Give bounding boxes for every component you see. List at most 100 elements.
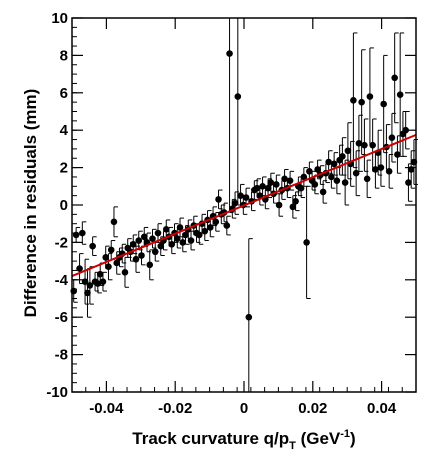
data-point	[333, 177, 341, 184]
data-point	[195, 231, 203, 239]
y-tick-label: 6	[60, 85, 68, 102]
y-tick-label: 4	[60, 122, 69, 139]
x-axis-title-main: Track curvature q/p	[132, 429, 289, 448]
x-tick-label: 0.04	[367, 400, 397, 417]
data-point	[330, 160, 338, 168]
data-point	[107, 246, 115, 254]
data-point	[138, 252, 145, 259]
x-axis-title: Track curvature q/pT (GeV-1)	[132, 428, 355, 452]
data-point	[79, 229, 86, 237]
data-point	[292, 197, 299, 205]
data-point	[388, 134, 396, 141]
y-tick-label: -4	[55, 272, 69, 289]
data-point	[275, 201, 283, 209]
y-tick-label: -6	[55, 309, 68, 326]
y-tick-label: -8	[55, 347, 68, 364]
y-tick-label: -2	[55, 234, 68, 251]
data-point	[173, 235, 181, 242]
data-point	[385, 168, 393, 175]
data-point	[328, 173, 335, 181]
data-point	[377, 164, 385, 171]
data-point	[182, 231, 189, 239]
data-point	[154, 229, 162, 237]
tick-labels: -0.04 -0.02 0 0.02 0.04 -10 -8 -6 -4 -2 0 2 4 6 8 10	[46, 10, 397, 417]
data-point	[121, 269, 129, 276]
data-point	[391, 74, 398, 82]
data-point	[162, 226, 170, 233]
data-point	[76, 265, 83, 272]
fit-line	[71, 133, 417, 277]
data-point	[341, 179, 349, 186]
data-point	[361, 141, 368, 149]
x-axis-title-unit-close: )	[350, 429, 356, 448]
x-tick-label: -0.04	[89, 400, 124, 417]
data-point	[405, 179, 412, 186]
data-point	[352, 169, 360, 177]
y-tick-label: 2	[60, 160, 68, 177]
data-point	[396, 91, 404, 98]
data-point	[84, 289, 91, 297]
data-point	[212, 218, 220, 226]
data-point	[264, 184, 272, 192]
x-tick-label: 0	[240, 400, 248, 417]
data-point	[339, 153, 346, 160]
data-point	[267, 179, 275, 186]
x-tick-label: -0.02	[158, 400, 192, 417]
data-point	[319, 188, 327, 196]
data-point	[99, 278, 107, 285]
data-point	[81, 278, 89, 285]
data-points	[70, 50, 418, 321]
data-point	[105, 263, 112, 271]
y-tick-label: -10	[46, 384, 68, 401]
data-point	[187, 237, 195, 244]
data-point	[110, 218, 118, 226]
data-point	[96, 270, 104, 278]
data-point	[286, 177, 294, 184]
y-tick-label: 0	[60, 197, 68, 214]
data-point	[168, 240, 176, 248]
x-axis-title-sub: T	[289, 440, 296, 452]
data-point	[206, 224, 214, 231]
data-point	[259, 183, 266, 190]
data-point	[113, 259, 121, 267]
data-point	[300, 173, 308, 181]
data-point	[151, 248, 159, 256]
y-axis-title: Difference in residuals (mm)	[21, 89, 40, 318]
data-point	[366, 93, 374, 100]
data-point	[176, 224, 184, 231]
data-point	[102, 254, 110, 261]
data-point	[394, 151, 401, 158]
data-point	[226, 50, 233, 57]
data-point	[303, 239, 310, 246]
data-point	[223, 222, 231, 229]
data-point	[94, 280, 102, 287]
data-point	[234, 93, 242, 100]
data-point	[363, 175, 371, 183]
data-point	[146, 261, 154, 269]
data-point	[157, 242, 165, 250]
data-point	[325, 158, 332, 166]
data-point	[149, 235, 156, 242]
data-point	[86, 282, 94, 289]
data-point	[281, 175, 288, 183]
y-tick-label: 8	[60, 47, 68, 64]
data-point	[273, 181, 280, 188]
data-point	[140, 233, 148, 241]
x-tick-label: 0.02	[298, 400, 327, 417]
data-point	[129, 240, 137, 248]
data-point	[245, 313, 253, 321]
x-axis-title-unit: (GeV	[296, 429, 341, 448]
plot-content	[70, 18, 418, 392]
data-point	[201, 227, 209, 235]
data-point	[297, 184, 305, 192]
data-point	[372, 166, 379, 173]
x-axis-title-sup: -1	[340, 428, 350, 440]
data-point	[242, 194, 250, 201]
data-point	[369, 141, 376, 149]
data-point	[89, 242, 96, 250]
data-point	[135, 237, 143, 244]
data-point	[132, 255, 140, 263]
data-point	[355, 139, 363, 147]
data-point	[289, 203, 297, 211]
